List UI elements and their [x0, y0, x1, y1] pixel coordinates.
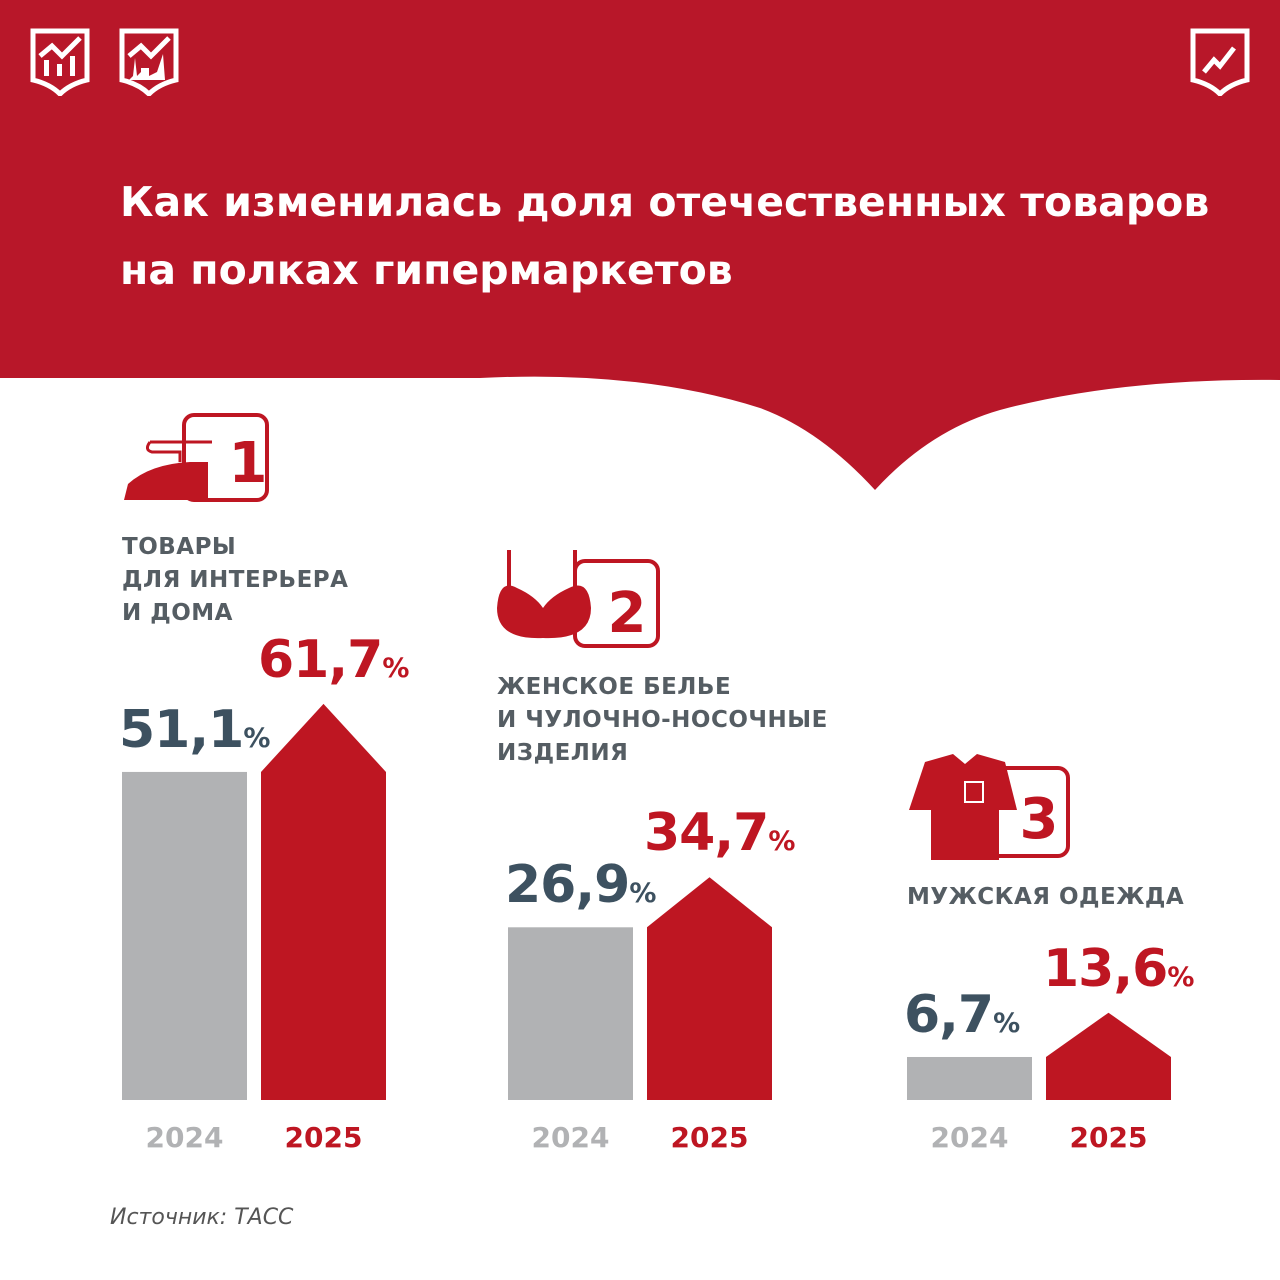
year-label-2025: 2025: [670, 1121, 749, 1154]
value-label-2025: 61,7%: [258, 629, 409, 690]
iron-icon: 1: [124, 413, 269, 502]
category-title-3: МУЖСКАЯ ОДЕЖДА: [907, 884, 1185, 910]
year-label-2024: 2024: [930, 1121, 1009, 1154]
bar-2025: [261, 703, 386, 1100]
category-title-2: ЖЕНСКОЕ БЕЛЬЕ И ЧУЛОЧНО-НОСОЧНЫЕ ИЗДЕЛИЯ: [497, 674, 828, 766]
year-label-2024: 2024: [145, 1121, 224, 1154]
bar-2024: [508, 927, 633, 1100]
value-label-2024: 26,9%: [505, 855, 656, 916]
rank-1: 1: [229, 431, 268, 496]
bar-2025: [647, 877, 772, 1100]
value-label-2024: 6,7%: [904, 984, 1020, 1045]
shirt-icon: 3: [909, 754, 1070, 860]
year-label-2025: 2025: [1069, 1121, 1148, 1154]
page-title: Как изменилась доля отечественных товаро…: [120, 178, 1210, 294]
bar-2024: [122, 771, 247, 1100]
rank-2: 2: [608, 581, 647, 646]
value-label-2024: 51,1%: [119, 699, 270, 760]
bar-2025: [1046, 1012, 1171, 1100]
moscow-shield-logo: [119, 28, 179, 96]
bra-icon: 2: [497, 550, 660, 648]
category-title-1: ТОВАРЫ ДЛЯ ИНТЕРЬЕРА И ДОМА: [122, 534, 349, 626]
rank-3: 3: [1020, 787, 1059, 852]
source-note: Источник: ТАСС: [110, 1205, 294, 1230]
value-label-2025: 13,6%: [1043, 938, 1194, 999]
year-label-2025: 2025: [284, 1121, 363, 1154]
analytics-shield-logo: [30, 28, 90, 96]
growth-shield-logo: [1190, 28, 1250, 96]
year-label-2024: 2024: [531, 1121, 610, 1154]
bar-2024: [907, 1056, 1032, 1100]
value-label-2025: 34,7%: [644, 803, 795, 864]
